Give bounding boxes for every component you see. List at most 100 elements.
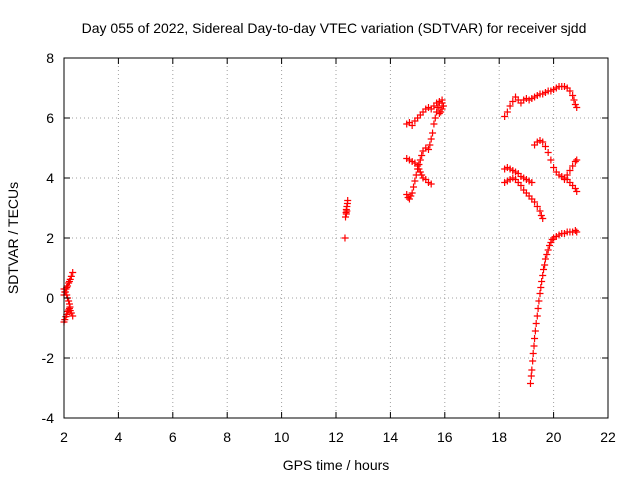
data-point-marker (67, 309, 75, 317)
data-point-marker (418, 152, 426, 159)
data-point-marker (503, 108, 511, 116)
data-point-marker (412, 171, 420, 179)
data-point-marker (506, 102, 514, 110)
data-point-marker (65, 279, 73, 287)
data-point-marker (426, 141, 434, 149)
data-point-marker (547, 156, 555, 164)
data-point-marker (411, 177, 419, 185)
data-point-marker (66, 303, 74, 311)
data-point-marker (61, 288, 69, 296)
data-point-marker (573, 228, 581, 236)
data-point-marker (408, 122, 416, 129)
x-tick-label: 20 (546, 429, 562, 445)
axes: 2 4 6 8 10 12 14 16 18 20 22 -4 -2 0 2 4 6 8 (42, 50, 616, 445)
x-tick-label: 22 (600, 429, 616, 445)
chart-title: Day 055 of 2022, Sidereal Day-to-day VTE… (82, 20, 587, 36)
y-tick-label: -4 (42, 410, 55, 426)
data-point-marker (573, 104, 581, 111)
data-point-marker (403, 191, 411, 198)
data-point-marker (529, 350, 537, 357)
x-tick-label: 14 (383, 429, 399, 445)
data-point-marker (537, 284, 545, 291)
data-point-marker (531, 335, 539, 342)
data-markers (60, 83, 581, 387)
x-tick-label: 12 (328, 429, 344, 445)
data-point-marker (539, 138, 547, 146)
x-tick-label: 10 (274, 429, 290, 445)
data-point-marker (535, 297, 543, 305)
data-point-marker (530, 342, 538, 350)
data-point-marker (570, 96, 578, 104)
data-point-marker (517, 182, 525, 189)
data-point-marker (531, 198, 539, 206)
data-point-marker (529, 357, 537, 365)
data-point-marker (407, 192, 415, 200)
data-point-marker (528, 366, 536, 374)
data-point-marker (539, 215, 547, 222)
data-point-marker (67, 272, 75, 280)
data-point-marker (560, 176, 568, 183)
data-point-marker (566, 167, 574, 174)
data-point-marker (69, 269, 77, 276)
data-point-marker (571, 227, 579, 234)
data-point-marker (533, 203, 541, 210)
data-point-marker (438, 96, 446, 104)
data-point-marker (534, 305, 542, 312)
data-point-marker (509, 98, 517, 105)
data-point-marker (341, 234, 349, 242)
data-point-marker (573, 156, 581, 164)
data-point-marker (531, 327, 539, 335)
data-point-marker (424, 146, 432, 153)
data-point-marker (571, 158, 579, 165)
data-point-marker (544, 149, 552, 156)
data-point-marker (569, 92, 577, 99)
x-tick-label: 16 (437, 429, 453, 445)
data-point-marker (65, 297, 73, 305)
data-point-marker (550, 164, 558, 171)
data-point-marker (344, 197, 352, 204)
data-point-marker (544, 246, 552, 254)
data-point-marker (537, 212, 545, 219)
x-tick-label: 6 (169, 429, 177, 445)
data-point-marker (539, 272, 547, 279)
data-point-marker (431, 114, 439, 122)
data-point-marker (66, 275, 74, 283)
data-point-marker (343, 207, 351, 215)
data-point-marker (61, 316, 69, 324)
data-point-marker (546, 242, 554, 249)
y-tick-label: -2 (42, 350, 55, 366)
data-point-marker (536, 207, 544, 215)
data-point-marker (538, 278, 546, 285)
data-point-marker (541, 143, 549, 150)
data-point-marker (405, 195, 413, 203)
data-point-marker (543, 251, 551, 258)
data-point-marker (528, 179, 536, 186)
data-point-marker (434, 104, 442, 111)
x-tick-label: 8 (223, 429, 231, 445)
data-point-marker (410, 183, 418, 191)
data-point-marker (527, 372, 535, 380)
data-point-marker (533, 312, 541, 320)
x-tick-label: 2 (60, 429, 68, 445)
data-point-marker (541, 255, 549, 263)
x-tick-label: 4 (115, 429, 123, 445)
data-point-marker (573, 188, 581, 195)
grid-layer (64, 58, 608, 418)
data-point-marker (526, 380, 534, 387)
data-point-marker (414, 165, 422, 173)
data-point-marker (415, 161, 423, 168)
data-point-marker (566, 87, 574, 95)
y-axis-label: SDTVAR / TECUs (5, 182, 21, 294)
data-point-marker (416, 156, 424, 164)
data-point-marker (429, 129, 437, 137)
x-tick-label: 18 (491, 429, 507, 445)
y-tick-label: 6 (46, 110, 54, 126)
data-point-marker (69, 312, 77, 320)
data-point-marker (571, 185, 579, 192)
data-point-marker (571, 101, 579, 108)
data-point-marker (427, 135, 435, 143)
data-point-marker (433, 108, 441, 116)
data-point-marker (547, 239, 555, 246)
data-point-marker (541, 261, 549, 269)
